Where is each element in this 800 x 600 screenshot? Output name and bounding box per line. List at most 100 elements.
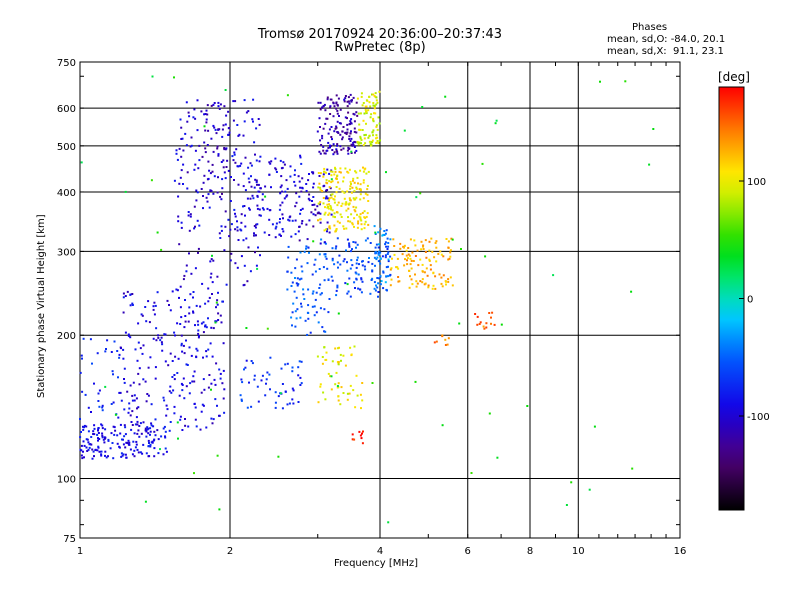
echo-point (351, 99, 353, 102)
echo-point (207, 300, 210, 303)
echo-point (358, 430, 361, 433)
echo-point (337, 382, 340, 385)
echo-point (200, 391, 203, 394)
echo-point (317, 401, 320, 404)
echo-point (269, 388, 271, 391)
echo-point (424, 251, 427, 253)
echo-point (193, 108, 196, 111)
echo-point (296, 284, 299, 287)
echo-point (360, 277, 363, 280)
echo-point (329, 146, 331, 149)
echo-point (216, 191, 219, 194)
echo-point (171, 290, 174, 293)
echo-point (396, 266, 399, 269)
echo-point (227, 127, 230, 130)
echo-point (131, 410, 134, 413)
echo-point (190, 136, 193, 139)
echo-point (210, 137, 213, 140)
echo-point (217, 291, 219, 294)
echo-point (435, 240, 438, 243)
echo-point (384, 243, 387, 246)
echo-point (98, 438, 101, 440)
echo-point (214, 383, 217, 386)
echo-point (305, 190, 308, 192)
echo-point (299, 212, 302, 215)
echo-point (344, 97, 347, 100)
echo-point (112, 425, 115, 428)
echo-point (141, 314, 144, 317)
echo-point (325, 358, 328, 361)
echo-point (246, 197, 249, 200)
echo-point (147, 300, 150, 303)
echo-point (362, 166, 364, 169)
echo-point (264, 185, 267, 188)
echo-point (199, 428, 202, 431)
echo-point (201, 282, 204, 285)
echo-point (187, 320, 190, 323)
echo-point (182, 344, 185, 347)
echo-point (317, 212, 320, 214)
echo-point (353, 281, 356, 284)
echo-point (335, 211, 338, 214)
echo-point (361, 432, 363, 435)
echo-point (361, 264, 364, 267)
echo-point (104, 437, 106, 440)
echo-point (151, 440, 154, 443)
echo-point (244, 225, 247, 228)
echo-point (153, 301, 156, 304)
echo-point (124, 453, 127, 456)
echo-point (353, 113, 356, 116)
echo-point (478, 323, 481, 325)
echo-point (315, 311, 318, 314)
echo-point (306, 311, 309, 314)
echo-point (171, 376, 174, 378)
echo-point (149, 356, 152, 359)
echo-point (291, 311, 294, 314)
echo-point (298, 195, 301, 198)
echo-point (308, 193, 311, 196)
echo-point (338, 221, 341, 224)
echo-point (104, 454, 106, 457)
echo-point (442, 255, 445, 258)
echo-point (429, 264, 432, 267)
echo-point (96, 433, 99, 436)
echo-point (147, 432, 150, 435)
echo-point (375, 124, 378, 127)
echo-point (407, 247, 410, 249)
echo-point (428, 259, 431, 262)
echo-point (335, 107, 338, 110)
echo-point (350, 118, 353, 121)
echo-point (360, 228, 363, 231)
echo-point (303, 298, 306, 300)
echo-point (181, 137, 184, 140)
echo-point (164, 430, 167, 433)
echo-point (357, 143, 360, 146)
echo-point (448, 257, 451, 260)
echo-point (330, 178, 333, 181)
echo-point (248, 181, 251, 184)
echo-point (253, 232, 255, 235)
echo-point (329, 170, 332, 173)
echo-point (147, 439, 150, 442)
echo-point (322, 266, 325, 269)
echo-point (209, 260, 212, 263)
echo-point (335, 94, 338, 97)
echo-point (247, 177, 250, 180)
echo-point (217, 153, 220, 156)
echo-point (353, 190, 356, 193)
echo-point (318, 117, 321, 120)
echo-point (290, 235, 293, 238)
echo-point (127, 443, 130, 445)
echo-point (224, 123, 227, 126)
echo-point (336, 103, 339, 106)
echo-point (256, 204, 259, 207)
echo-point (423, 271, 426, 274)
echo-point (179, 118, 182, 121)
echo-point (381, 255, 384, 258)
echo-point (322, 202, 325, 205)
echo-point (375, 96, 378, 99)
echo-point (412, 260, 415, 262)
echo-point (318, 268, 321, 270)
echo-point (369, 116, 372, 119)
echo-point (351, 222, 354, 225)
